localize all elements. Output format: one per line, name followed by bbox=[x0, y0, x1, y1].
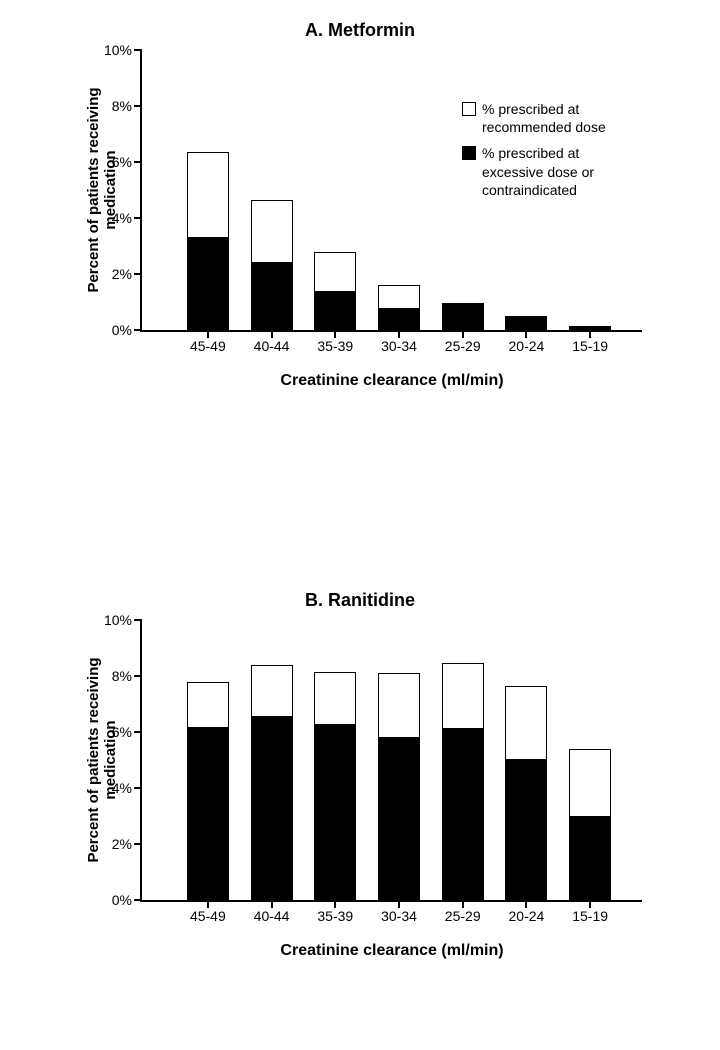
x-tick-label: 30-34 bbox=[381, 338, 417, 354]
x-tick-label: 20-24 bbox=[509, 908, 545, 924]
y-tick-label: 8% bbox=[82, 98, 132, 114]
y-tick-label: 6% bbox=[82, 724, 132, 740]
bar-recommended bbox=[314, 672, 356, 725]
page: A. Metformin Percent of patients receivi… bbox=[0, 0, 720, 1050]
y-tick bbox=[134, 329, 142, 331]
x-tick bbox=[398, 330, 400, 338]
x-tick-label: 30-34 bbox=[381, 908, 417, 924]
x-tick bbox=[462, 330, 464, 338]
bar-excessive bbox=[378, 738, 420, 900]
bar-recommended bbox=[314, 252, 356, 293]
bar-recommended bbox=[251, 665, 293, 717]
x-tick-label: 40-44 bbox=[254, 338, 290, 354]
y-tick bbox=[134, 787, 142, 789]
x-tick-label: 20-24 bbox=[509, 338, 545, 354]
bar-excessive bbox=[442, 729, 484, 900]
x-tick bbox=[334, 330, 336, 338]
x-tick-label: 25-29 bbox=[445, 338, 481, 354]
x-tick bbox=[462, 900, 464, 908]
bar-excessive bbox=[314, 292, 356, 330]
bar-excessive bbox=[569, 817, 611, 900]
y-tick-label: 4% bbox=[82, 780, 132, 796]
x-tick-label: 40-44 bbox=[254, 908, 290, 924]
bar-excessive bbox=[569, 326, 611, 330]
bar-recommended bbox=[569, 749, 611, 818]
x-tick-label: 35-39 bbox=[317, 338, 353, 354]
legend-swatch bbox=[462, 146, 476, 160]
legend-item: % prescribed at recommended dose bbox=[462, 100, 632, 136]
y-axis-title-line1: Percent of patients receiving bbox=[85, 87, 102, 292]
y-tick bbox=[134, 49, 142, 51]
bar-recommended bbox=[187, 152, 229, 237]
x-tick-label: 25-29 bbox=[445, 908, 481, 924]
bar-excessive bbox=[251, 263, 293, 330]
x-tick bbox=[334, 900, 336, 908]
bar-recommended bbox=[378, 285, 420, 309]
y-tick bbox=[134, 619, 142, 621]
y-tick-label: 0% bbox=[82, 892, 132, 908]
bar-excessive bbox=[187, 728, 229, 900]
legend-swatch bbox=[462, 102, 476, 116]
y-tick-label: 10% bbox=[82, 42, 132, 58]
y-tick-label: 10% bbox=[82, 612, 132, 628]
y-tick bbox=[134, 217, 142, 219]
y-tick bbox=[134, 273, 142, 275]
x-tick-label: 15-19 bbox=[572, 908, 608, 924]
bar-excessive bbox=[505, 760, 547, 900]
x-axis-title-a: Creatinine clearance (ml/min) bbox=[142, 372, 642, 390]
x-tick bbox=[589, 330, 591, 338]
y-tick bbox=[134, 899, 142, 901]
x-tick-label: 15-19 bbox=[572, 338, 608, 354]
x-axis-title-b: Creatinine clearance (ml/min) bbox=[142, 942, 642, 960]
x-tick-label: 45-49 bbox=[190, 338, 226, 354]
y-tick-label: 4% bbox=[82, 210, 132, 226]
y-tick bbox=[134, 731, 142, 733]
x-tick bbox=[271, 330, 273, 338]
y-axis-title-a: Percent of patients receiving medication bbox=[85, 50, 119, 330]
legend-label: % prescribed at recommended dose bbox=[482, 100, 632, 136]
y-axis-title-b: Percent of patients receiving medication bbox=[85, 620, 119, 900]
y-tick-label: 2% bbox=[82, 836, 132, 852]
y-tick-label: 0% bbox=[82, 322, 132, 338]
x-tick-label: 45-49 bbox=[190, 908, 226, 924]
y-tick bbox=[134, 105, 142, 107]
bar-recommended bbox=[251, 200, 293, 263]
bar-excessive bbox=[314, 725, 356, 900]
panel-b-title: B. Ranitidine bbox=[50, 590, 670, 611]
x-tick bbox=[525, 330, 527, 338]
x-tick bbox=[207, 900, 209, 908]
bar-excessive bbox=[378, 309, 420, 330]
bar-recommended bbox=[378, 673, 420, 737]
x-tick bbox=[207, 330, 209, 338]
bar-excessive bbox=[187, 238, 229, 330]
y-tick-label: 2% bbox=[82, 266, 132, 282]
x-tick-label: 35-39 bbox=[317, 908, 353, 924]
y-tick bbox=[134, 843, 142, 845]
bar-excessive bbox=[442, 303, 484, 330]
panel-a-metformin: A. Metformin Percent of patients receivi… bbox=[50, 20, 670, 420]
plot-area-a: Percent of patients receiving medication… bbox=[140, 50, 642, 332]
legend-item: % prescribed at excessive dose or contra… bbox=[462, 144, 632, 199]
panel-b-ranitidine: B. Ranitidine Percent of patients receiv… bbox=[50, 590, 670, 990]
y-tick bbox=[134, 675, 142, 677]
bar-recommended bbox=[505, 686, 547, 760]
bar-excessive bbox=[251, 717, 293, 900]
legend-a: % prescribed at recommended dose % prescr… bbox=[462, 100, 632, 207]
x-tick bbox=[271, 900, 273, 908]
y-axis-title-line1: Percent of patients receiving bbox=[85, 657, 102, 862]
x-tick bbox=[525, 900, 527, 908]
bar-excessive bbox=[505, 316, 547, 330]
bar-recommended bbox=[187, 682, 229, 728]
x-tick bbox=[398, 900, 400, 908]
bar-recommended bbox=[442, 663, 484, 729]
x-tick bbox=[589, 900, 591, 908]
legend-label: % prescribed at excessive dose or contra… bbox=[482, 144, 632, 199]
y-tick bbox=[134, 161, 142, 163]
y-tick-label: 8% bbox=[82, 668, 132, 684]
plot-area-b: Percent of patients receiving medication… bbox=[140, 620, 642, 902]
panel-a-title: A. Metformin bbox=[50, 20, 670, 41]
y-tick-label: 6% bbox=[82, 154, 132, 170]
